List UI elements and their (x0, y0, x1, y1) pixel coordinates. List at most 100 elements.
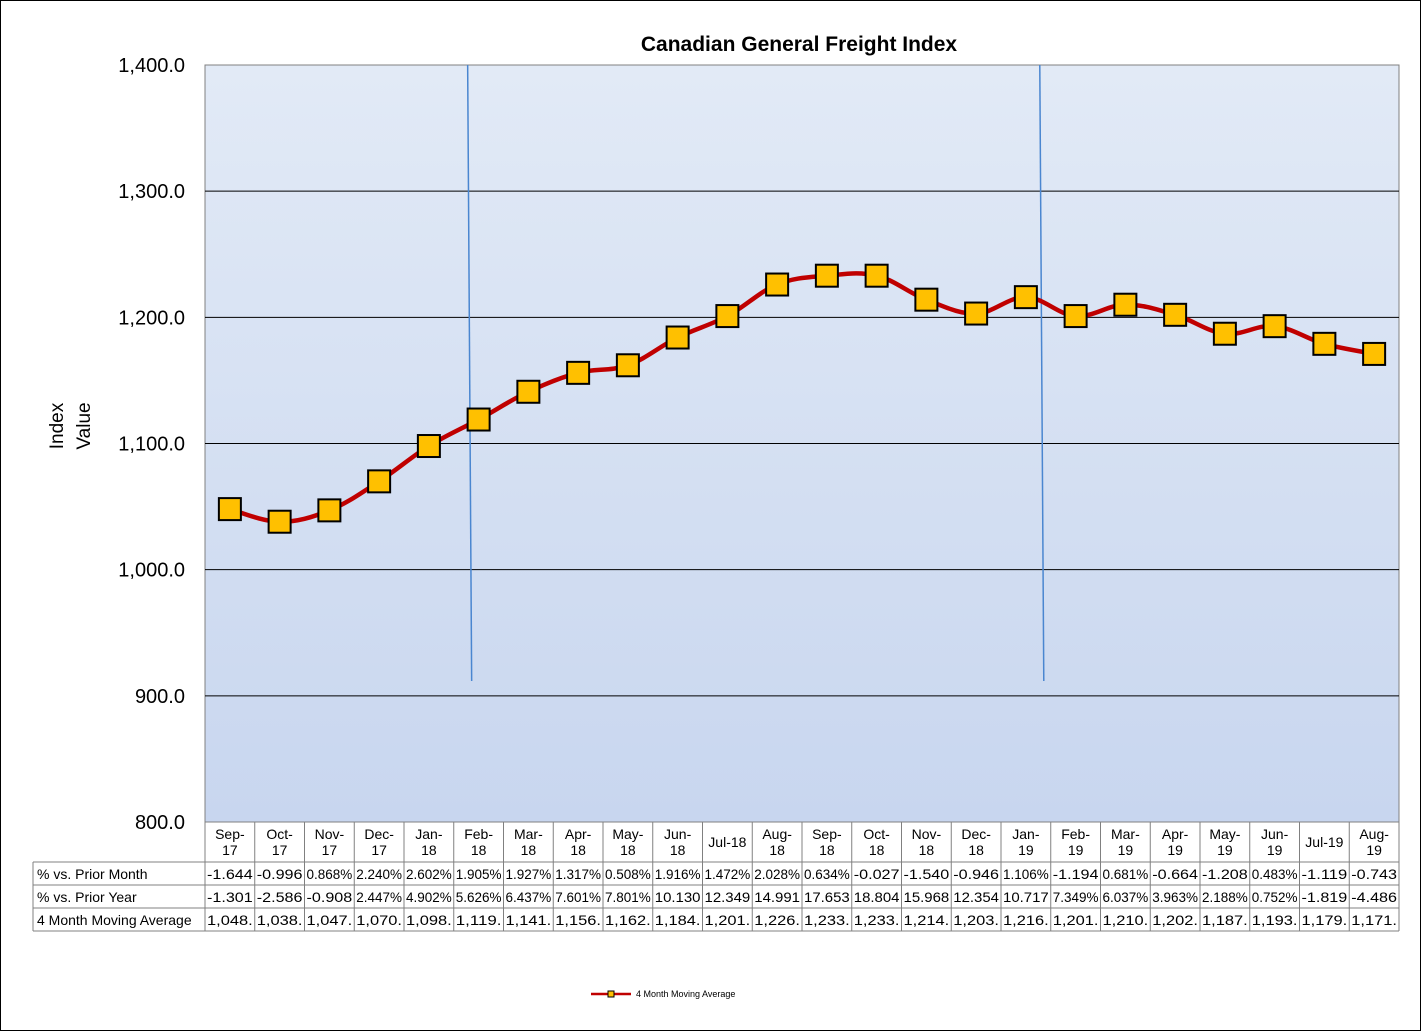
x-tick-label: Mar- (1111, 826, 1140, 842)
x-tick-label: May- (1209, 826, 1240, 842)
table-cell: 7.801% (605, 889, 651, 905)
x-tick-label: Apr- (565, 826, 592, 842)
table-cell: 1,203. (953, 912, 999, 928)
table-cell: -1.819 (1302, 889, 1348, 905)
x-tick-label: 19 (1018, 842, 1034, 858)
x-tick-label: 19 (1366, 842, 1382, 858)
table-cell: 1,098. (406, 912, 452, 928)
y-tick-label: 1,400.0 (118, 55, 185, 77)
x-tick-label: Jul-18 (708, 834, 746, 850)
table-cell: -1.119 (1302, 866, 1348, 882)
x-tick-label: 17 (222, 842, 238, 858)
x-tick-label: Mar- (514, 826, 543, 842)
table-cell: 6.037% (1103, 889, 1149, 905)
data-point (1262, 314, 1287, 339)
data-point (1013, 285, 1038, 310)
x-tick-label: 18 (968, 842, 984, 858)
table-cell: 1,070. (356, 912, 402, 928)
table-cell: 12.354 (953, 889, 999, 905)
table-cell: 7.601% (555, 889, 601, 905)
table-cell: 1,119. (456, 912, 502, 928)
data-point (466, 407, 491, 432)
table-cell: 3.963% (1152, 889, 1198, 905)
legend-label: 4 Month Moving Average (636, 989, 735, 999)
series-4-month-moving-average (217, 263, 1387, 534)
table-cell: 15.968 (904, 889, 950, 905)
table-cell: 1,179. (1302, 912, 1348, 928)
table-cell: -0.743 (1351, 866, 1397, 882)
table-cell: 1,162. (605, 912, 651, 928)
x-tick-label: 18 (769, 842, 785, 858)
table-cell: -2.586 (257, 889, 303, 905)
table-cell: 1,214. (904, 912, 950, 928)
table-cell: 1.317% (555, 866, 601, 882)
table-cell: -0.908 (307, 889, 353, 905)
x-tick-label: May- (612, 826, 643, 842)
x-tick-label: Apr- (1162, 826, 1189, 842)
table-cell: 0.483% (1252, 866, 1298, 882)
table-cell: -0.996 (257, 866, 303, 882)
data-point (1163, 302, 1188, 327)
x-tick-label: Jun- (664, 826, 692, 842)
data-point (1063, 304, 1088, 329)
x-tick-label: Dec- (961, 826, 991, 842)
y-tick-label: 1,300.0 (118, 181, 185, 203)
chart-title: Canadian General Freight Index (641, 33, 958, 56)
x-tick-label: 18 (570, 842, 586, 858)
data-point (765, 272, 790, 297)
data-point (1312, 331, 1337, 356)
table-cell: 1,216. (1003, 912, 1049, 928)
table-cell: 12.349 (705, 889, 751, 905)
table-cell: 1,048. (207, 912, 253, 928)
y-axis-label-line: Value (74, 402, 95, 449)
table-cell: 1,202. (1152, 912, 1198, 928)
x-tick-label: 18 (819, 842, 835, 858)
x-tick-label: Jun- (1261, 826, 1289, 842)
table-cell: 0.508% (605, 866, 651, 882)
table-cell: -1.540 (904, 866, 950, 882)
x-tick-label: Feb- (464, 826, 493, 842)
table-cell: 1,184. (655, 912, 701, 928)
table-cell: 0.634% (804, 866, 850, 882)
table-cell: 2.447% (356, 889, 402, 905)
table-cell: -1.301 (207, 889, 253, 905)
data-point (267, 509, 292, 534)
vertical-marker-line (466, 64, 473, 682)
x-tick-label: Aug- (1359, 826, 1389, 842)
data-point (615, 353, 640, 378)
data-point (1113, 292, 1138, 317)
data-point (964, 301, 989, 326)
data-point (665, 325, 690, 350)
table-cell: 14.991 (754, 889, 800, 905)
x-tick-label: Aug- (762, 826, 792, 842)
table-cell: -0.946 (953, 866, 999, 882)
x-tick-label: Nov- (315, 826, 345, 842)
table-cell: 1,187. (1202, 912, 1248, 928)
table-cell: 10.130 (655, 889, 701, 905)
data-point (864, 263, 889, 288)
x-tick-label: 19 (1217, 842, 1233, 858)
data-table: Sep-17Oct-17Nov-17Dec-17Jan-18Feb-18Mar-… (32, 822, 1400, 932)
x-tick-label: 18 (471, 842, 487, 858)
table-cell: 1,210. (1103, 912, 1149, 928)
y-axis-ticks: 800.0 900.0 1,000.0 1,100.0 1,200.0 1,300.0 1,… (118, 55, 185, 834)
data-point (367, 469, 392, 494)
table-cell: 1,141. (506, 912, 552, 928)
table-cell: 10.717 (1003, 889, 1049, 905)
x-tick-label: 19 (1267, 842, 1283, 858)
x-tick-label: Nov- (912, 826, 942, 842)
table-cell: 7.349% (1053, 889, 1099, 905)
table-row-label: % vs. Prior Year (37, 889, 137, 905)
table-cell: -4.486 (1351, 889, 1397, 905)
y-tick-label: 900.0 (135, 686, 185, 708)
data-point (416, 434, 441, 459)
table-row-label: % vs. Prior Month (37, 866, 147, 882)
table-cell: -1.644 (207, 866, 253, 882)
data-point (516, 379, 541, 404)
y-tick-label: 1,000.0 (118, 560, 185, 582)
table-cell: 1.927% (506, 866, 552, 882)
table-cell: 1.905% (456, 866, 502, 882)
x-tick-label: Oct- (266, 826, 293, 842)
